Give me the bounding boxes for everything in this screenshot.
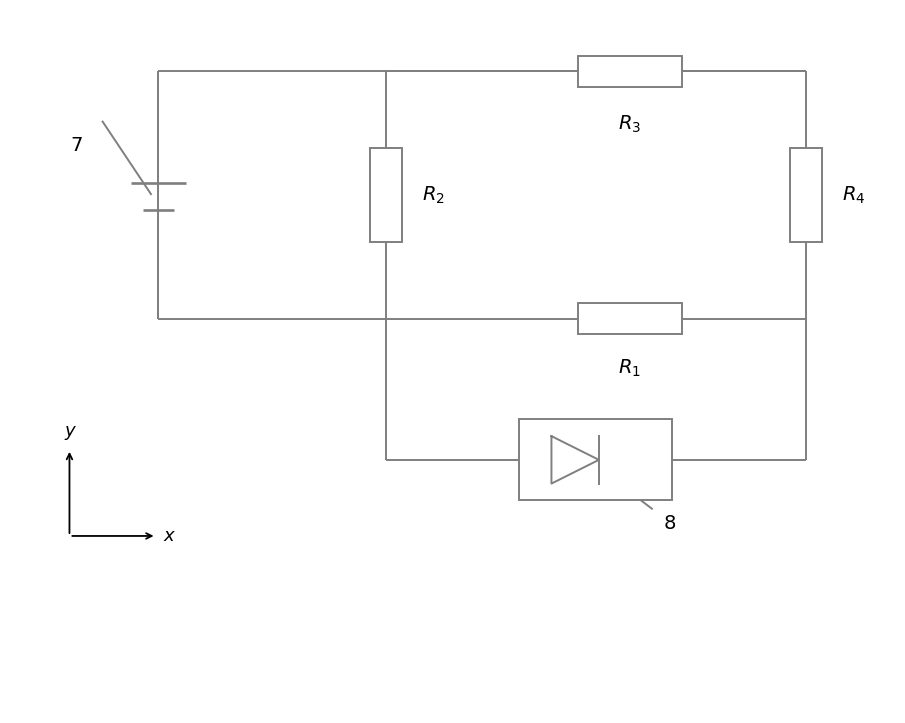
Bar bbox=[370, 148, 402, 242]
Text: x: x bbox=[164, 527, 174, 545]
Bar bbox=[578, 303, 681, 334]
Text: $R_2$: $R_2$ bbox=[423, 184, 445, 205]
Text: 8: 8 bbox=[663, 513, 676, 533]
Text: $R_4$: $R_4$ bbox=[843, 184, 866, 205]
Text: $R_1$: $R_1$ bbox=[618, 358, 642, 380]
Text: 7: 7 bbox=[71, 136, 82, 155]
Bar bbox=[578, 56, 681, 87]
Text: $R_3$: $R_3$ bbox=[618, 114, 642, 135]
Bar bbox=[519, 419, 672, 500]
Bar bbox=[790, 148, 822, 242]
Text: y: y bbox=[64, 422, 75, 440]
